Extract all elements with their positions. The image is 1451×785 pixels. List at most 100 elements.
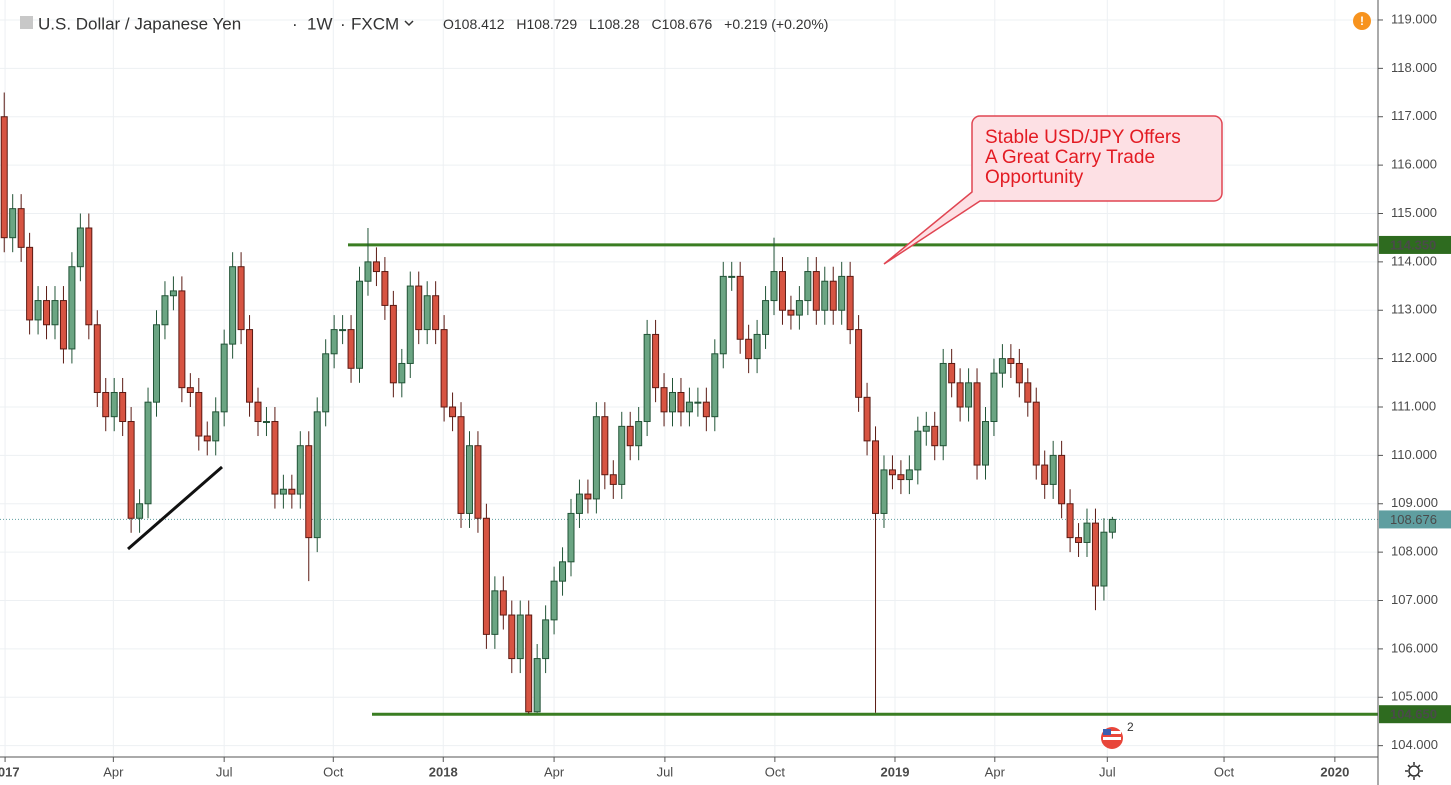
ohlc-label: O xyxy=(443,16,454,32)
level-label: 114.350 xyxy=(1390,237,1436,252)
source: FXCM xyxy=(351,14,399,33)
candle-body xyxy=(212,411,220,442)
candle-body xyxy=(26,246,34,321)
settings-icon[interactable] xyxy=(1405,762,1423,780)
y-tick-label: 114.000 xyxy=(1391,253,1437,268)
candle-body xyxy=(144,401,152,505)
candle-body xyxy=(778,271,786,311)
y-tick-label: 116.000 xyxy=(1391,157,1437,172)
candle-body xyxy=(186,387,194,393)
symbol: U.S. Dollar / Japanese Yen xyxy=(38,14,241,33)
symbol-icon xyxy=(20,16,33,29)
x-tick-label: 2019 xyxy=(881,764,910,779)
annotation-line: A Great Carry Trade xyxy=(985,147,1155,168)
candle-body xyxy=(169,290,177,297)
dropdown[interactable] xyxy=(404,20,414,27)
y-tick-label: 104.000 xyxy=(1391,737,1438,752)
y-tick-label: 119.000 xyxy=(1391,11,1437,26)
y-tick-label: 112.000 xyxy=(1391,350,1437,365)
candle-body xyxy=(432,295,440,331)
candle-body xyxy=(9,208,17,239)
flag-canton xyxy=(1103,729,1111,735)
candle-body xyxy=(905,469,913,481)
candle-body xyxy=(1100,531,1108,587)
candle-body xyxy=(533,658,541,713)
candle-body xyxy=(1108,518,1116,533)
ohlc-value: 108.676 xyxy=(662,16,713,32)
candle-body xyxy=(575,493,583,514)
last-price-bg xyxy=(1379,510,1451,529)
candle-body xyxy=(694,401,702,404)
candle-body xyxy=(110,391,118,418)
candle-body xyxy=(364,261,372,282)
callout-box xyxy=(883,115,1223,265)
candle-body xyxy=(948,362,956,384)
last-price-label: 108.676 xyxy=(1390,512,1437,527)
candle-body xyxy=(356,280,364,369)
separator: · xyxy=(340,14,346,33)
candle-body xyxy=(482,517,490,635)
candle-body xyxy=(1041,464,1049,485)
candle-body xyxy=(68,266,76,350)
candle-body xyxy=(618,425,626,485)
candle-body xyxy=(127,421,135,519)
x-tick-label: Oct xyxy=(323,764,344,779)
candle-body xyxy=(305,445,313,539)
candle-body xyxy=(981,421,989,466)
candle-body xyxy=(296,445,304,495)
y-tick-label: 113.000 xyxy=(1391,302,1437,317)
warning-mark: ! xyxy=(1360,14,1364,28)
candle-body xyxy=(195,391,203,437)
candle-body xyxy=(542,619,550,660)
candle-body xyxy=(609,474,617,485)
candle-body xyxy=(51,300,59,326)
y-tick-label: 107.000 xyxy=(1391,592,1438,607)
candle-body xyxy=(85,227,93,326)
candle-body xyxy=(939,362,947,447)
candle-body xyxy=(271,421,279,495)
candle-body xyxy=(719,275,727,355)
candle-body xyxy=(322,353,330,413)
candle-body xyxy=(872,440,880,514)
candle-body xyxy=(1032,401,1040,466)
y-tick-label: 111.000 xyxy=(1391,398,1436,413)
candle-body xyxy=(567,512,575,563)
x-tick-label: 2020 xyxy=(1320,764,1349,779)
candle-body xyxy=(838,275,846,311)
candle-body xyxy=(229,266,237,345)
candle-body xyxy=(43,300,51,326)
price-axis-bg xyxy=(1378,0,1451,785)
candle-body xyxy=(660,387,668,413)
candle-body xyxy=(550,580,558,621)
axes: 104.000 105.000 106.000 107.000 108.000 109.0… xyxy=(0,11,1451,779)
gear-ring xyxy=(1408,765,1420,777)
candle-body xyxy=(17,208,25,248)
candle-body xyxy=(102,391,110,418)
x-tick-label: Apr xyxy=(985,764,1006,779)
candle-body xyxy=(846,275,854,331)
candle-body xyxy=(736,275,744,340)
candle-body xyxy=(753,333,761,360)
candle-body xyxy=(398,362,406,384)
annotation-line: Stable USD/JPY Offers xyxy=(985,127,1181,148)
y-tick-label: 117.000 xyxy=(1391,108,1437,123)
change: +0.219 (+0.20%) xyxy=(724,16,828,32)
candle-body xyxy=(262,421,270,424)
candle-body xyxy=(702,401,710,418)
ohlc-label: H xyxy=(516,16,526,32)
candle-body xyxy=(449,406,457,418)
candle-body xyxy=(888,469,896,476)
candle-body xyxy=(1024,382,1032,403)
ohlc-label: L xyxy=(589,16,597,32)
candle-body xyxy=(381,271,389,306)
candle-body xyxy=(821,280,829,311)
x-tick-label: Jul xyxy=(1099,764,1116,779)
warning-icon[interactable] xyxy=(1353,12,1371,30)
candle-body xyxy=(812,271,820,311)
header: U.S. Dollar / Japanese Yen · 1W · FXCM O… xyxy=(20,12,1371,33)
level-label: 104.650 xyxy=(1390,707,1437,722)
ohlc-value: 108.729 xyxy=(527,16,578,32)
candle-body xyxy=(728,275,736,278)
event-badge[interactable]: 2 xyxy=(1101,720,1134,749)
